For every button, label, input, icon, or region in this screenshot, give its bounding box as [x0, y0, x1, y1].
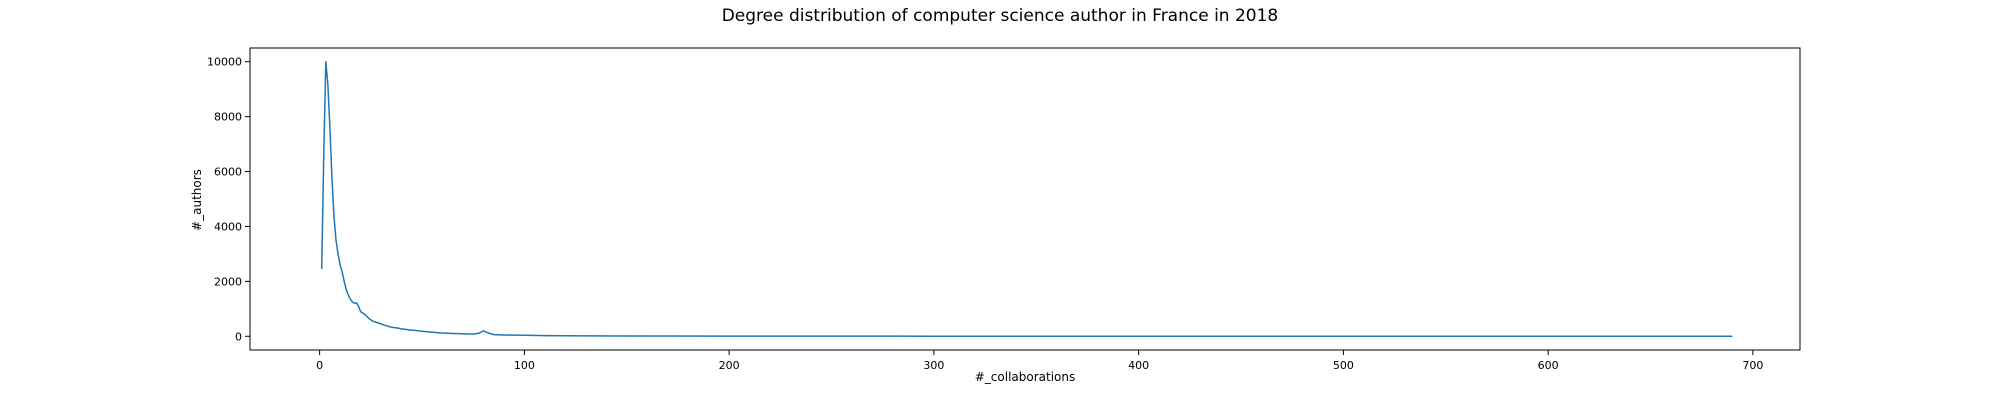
x-tick-label: 200 [719, 359, 740, 372]
y-tick-label: 2000 [214, 275, 242, 288]
x-tick-label: 300 [923, 359, 944, 372]
y-axis-label: #_authors [190, 169, 204, 231]
x-axis: 0 100 200 300 400 500 600 700 [316, 350, 1763, 372]
x-tick-label: 700 [1742, 359, 1763, 372]
y-axis: 0 2000 4000 6000 8000 10000 [207, 56, 250, 343]
x-tick-label: 0 [316, 359, 323, 372]
plot-frame [249, 47, 1801, 351]
plot-area [320, 60, 1733, 337]
x-tick-label: 600 [1538, 359, 1559, 372]
x-tick-label: 500 [1333, 359, 1354, 372]
y-tick-label: 8000 [214, 111, 242, 124]
y-tick-label: 6000 [214, 166, 242, 179]
series-line-0 [320, 60, 1733, 337]
x-axis-label: #_collaborations [975, 370, 1076, 384]
y-tick-label: 0 [235, 330, 242, 343]
y-tick-label: 4000 [214, 220, 242, 233]
chart-title: Degree distribution of computer science … [722, 6, 1279, 26]
x-tick-label: 400 [1128, 359, 1149, 372]
x-tick-label: 100 [514, 359, 535, 372]
y-tick-label: 10000 [207, 56, 242, 69]
